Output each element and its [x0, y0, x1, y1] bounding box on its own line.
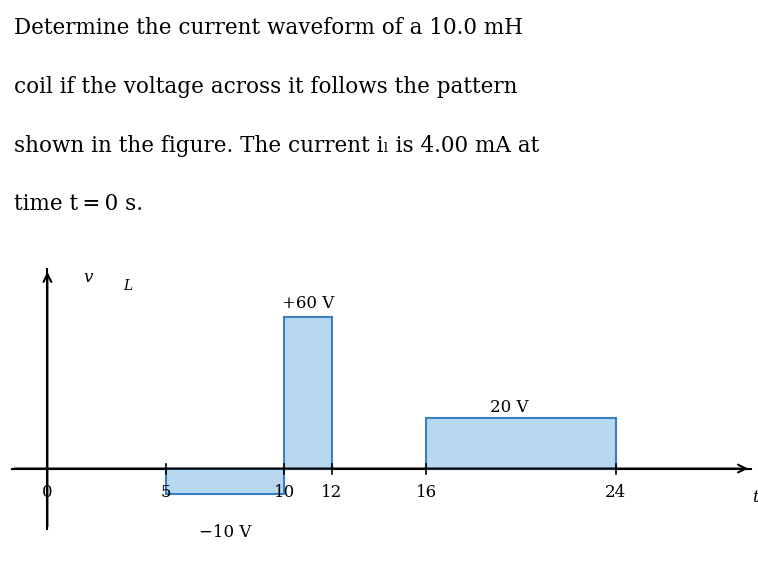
- Text: L: L: [123, 279, 133, 293]
- Text: Determine the current waveform of a 10.0 mH: Determine the current waveform of a 10.0…: [14, 18, 523, 40]
- Text: 20 V: 20 V: [490, 399, 528, 416]
- Text: 10: 10: [274, 484, 295, 501]
- Text: +60 V: +60 V: [282, 295, 334, 312]
- Text: v: v: [83, 269, 92, 286]
- Text: −10 V: −10 V: [199, 524, 251, 541]
- Text: time t = 0 s.: time t = 0 s.: [14, 193, 143, 215]
- Text: 16: 16: [416, 484, 437, 501]
- Bar: [426, 418, 615, 468]
- Text: 24: 24: [605, 484, 627, 501]
- Bar: [166, 468, 284, 494]
- Text: 12: 12: [321, 484, 343, 501]
- Text: coil if the voltage across it follows the pattern: coil if the voltage across it follows th…: [14, 76, 517, 98]
- Text: 0: 0: [42, 484, 53, 501]
- Text: shown in the figure. The current iₗ is 4.00 mA at: shown in the figure. The current iₗ is 4…: [14, 135, 539, 156]
- Text: 5: 5: [161, 484, 171, 501]
- Text: t (μs): t (μs): [753, 489, 758, 506]
- Bar: [284, 317, 332, 468]
